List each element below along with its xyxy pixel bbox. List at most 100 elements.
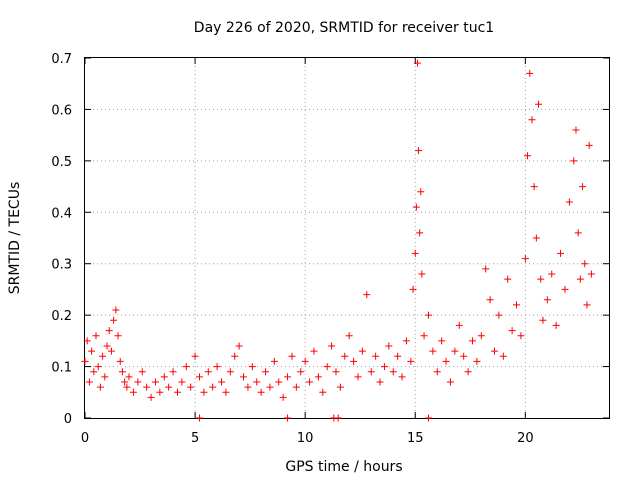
data-point: [504, 275, 512, 283]
data-point: [92, 332, 100, 340]
data-point: [138, 368, 146, 376]
data-point: [486, 296, 494, 304]
data-point: [270, 357, 278, 365]
data-point: [385, 342, 393, 350]
y-tick-label: 0.3: [51, 258, 72, 273]
data-point: [345, 332, 353, 340]
data-point: [218, 378, 226, 386]
data-point: [499, 352, 507, 360]
data-point: [125, 373, 133, 381]
y-tick-label: 0.2: [51, 309, 72, 324]
data-point: [491, 347, 499, 355]
grid-layer: [85, 58, 609, 418]
data-point: [151, 378, 159, 386]
axis-layer: [84, 57, 610, 419]
data-point: [543, 296, 551, 304]
data-point: [143, 383, 151, 391]
data-point: [156, 388, 164, 396]
data-point: [412, 203, 420, 211]
x-tick-label: 15: [407, 431, 424, 446]
data-point: [173, 388, 181, 396]
chart-title: Day 226 of 2020, SRMTID for receiver tuc…: [194, 20, 494, 36]
data-point: [530, 183, 538, 191]
data-point: [513, 301, 521, 309]
data-point: [204, 368, 212, 376]
data-point: [297, 368, 305, 376]
data-point: [394, 352, 402, 360]
data-point: [121, 378, 129, 386]
x-axis-label: GPS time / hours: [285, 459, 402, 475]
data-point: [376, 378, 384, 386]
data-point: [532, 234, 540, 242]
data-point: [409, 285, 417, 293]
data-point: [105, 327, 113, 335]
data-point: [574, 229, 582, 237]
data-point: [323, 363, 331, 371]
data-point: [576, 275, 584, 283]
data-point: [587, 270, 595, 278]
data-point: [275, 378, 283, 386]
data-point: [415, 147, 423, 155]
data-point: [565, 198, 573, 206]
data-point: [477, 332, 485, 340]
data-point: [110, 316, 118, 324]
data-point: [460, 352, 468, 360]
data-point: [101, 373, 109, 381]
data-point: [528, 116, 536, 124]
data-point: [83, 337, 91, 345]
data-point: [178, 378, 186, 386]
data-point: [182, 363, 190, 371]
tick-layer: 0 5 10 15 20 0 0.1 0.2 0.3 0.4 0.5 0.6 0.7: [51, 52, 609, 446]
data-point: [526, 69, 534, 77]
data-point: [169, 368, 177, 376]
data-point: [103, 342, 111, 350]
data-point: [380, 363, 388, 371]
data-point: [94, 363, 102, 371]
data-point: [90, 368, 98, 376]
data-point: [129, 388, 137, 396]
data-point: [187, 383, 195, 391]
data-point: [332, 368, 340, 376]
zero-data-point: [195, 414, 203, 422]
data-point: [585, 141, 593, 149]
zero-data-point: [334, 414, 342, 422]
data-point: [231, 352, 239, 360]
data-point: [508, 327, 516, 335]
data-point: [341, 352, 349, 360]
data-point: [226, 368, 234, 376]
data-point: [253, 378, 261, 386]
data-point: [222, 388, 230, 396]
data-point: [446, 378, 454, 386]
data-point: [116, 357, 124, 365]
data-point: [552, 321, 560, 329]
data-point: [96, 383, 104, 391]
data-point: [537, 275, 545, 283]
data-point: [118, 368, 126, 376]
data-point: [473, 357, 481, 365]
data-point: [464, 368, 472, 376]
data-point: [160, 373, 168, 381]
data-point: [200, 388, 208, 396]
zero-data-point: [284, 414, 292, 422]
data-point: [99, 352, 107, 360]
data-point: [363, 291, 371, 299]
data-point: [420, 332, 428, 340]
zero-data-point: [424, 414, 432, 422]
data-point: [292, 383, 300, 391]
data-point: [413, 59, 421, 67]
y-tick-label: 0: [64, 412, 72, 427]
mark-layer: [81, 59, 595, 422]
data-point: [411, 249, 419, 257]
data-point: [107, 347, 115, 355]
data-point: [407, 357, 415, 365]
data-point: [112, 306, 120, 314]
y-tick-label: 0.7: [51, 52, 72, 67]
data-point: [209, 383, 217, 391]
y-tick-label: 0.5: [51, 155, 72, 170]
data-point: [134, 378, 142, 386]
data-point: [367, 368, 375, 376]
data-point: [418, 270, 426, 278]
data-point: [314, 373, 322, 381]
x-tick-label: 0: [81, 431, 89, 446]
data-point: [521, 255, 529, 263]
